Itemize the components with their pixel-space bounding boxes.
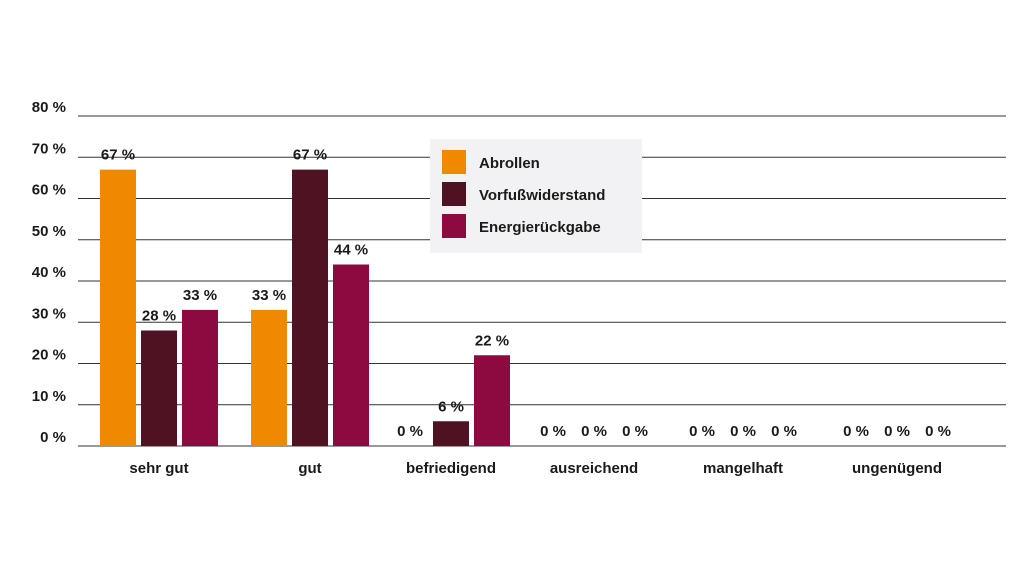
category-labels: sehr gut gut befriedigend ausreichend mangel…: [129, 460, 942, 477]
legend: Abrollen Vorfußwiderstand Energierückgabe: [430, 139, 642, 253]
data-label: 0 %: [689, 423, 715, 440]
y-tick-label: 40 %: [32, 264, 66, 281]
data-label: 0 %: [622, 423, 648, 440]
data-label: 0 %: [843, 423, 869, 440]
bar: [333, 264, 369, 446]
data-label: 0 %: [771, 423, 797, 440]
y-tick-label: 70 %: [32, 140, 66, 157]
x-tick-label: ungenügend: [852, 460, 942, 477]
bar: [141, 330, 177, 446]
y-tick-label: 60 %: [32, 182, 66, 199]
y-tick-label: 10 %: [32, 388, 66, 405]
x-tick-label: ausreichend: [550, 460, 638, 477]
legend-entry: Energierückgabe: [479, 219, 601, 236]
data-label: 0 %: [925, 423, 951, 440]
y-tick-label: 30 %: [32, 305, 66, 322]
data-label: 22 %: [475, 332, 509, 349]
y-tick-label: 20 %: [32, 347, 66, 364]
data-label: 67 %: [101, 147, 135, 164]
data-label: 33 %: [183, 287, 217, 304]
data-label: 0 %: [730, 423, 756, 440]
bar: [182, 309, 218, 446]
x-tick-label: sehr gut: [129, 460, 188, 477]
legend-swatch: [442, 150, 466, 174]
y-tick-label: 80 %: [32, 99, 66, 116]
data-label: 0 %: [540, 423, 566, 440]
bar: [100, 169, 136, 446]
bar: [251, 309, 287, 446]
x-tick-label: befriedigend: [406, 460, 496, 477]
y-axis-ticks: 0 % 10 % 20 % 30 % 40 % 50 % 60 % 70 % 80 %: [32, 99, 66, 446]
data-label: 44 %: [334, 242, 368, 259]
data-label: 67 %: [293, 147, 327, 164]
bars: [100, 169, 510, 446]
x-tick-label: gut: [298, 460, 321, 477]
legend-entry: Vorfußwiderstand: [479, 187, 605, 204]
bar: [433, 421, 469, 446]
y-tick-label: 0 %: [40, 429, 66, 446]
legend-swatch: [442, 182, 466, 206]
data-label: 0 %: [581, 423, 607, 440]
x-tick-label: mangelhaft: [703, 460, 783, 477]
data-label: 33 %: [252, 287, 286, 304]
data-label: 6 %: [438, 398, 464, 415]
data-label: 28 %: [142, 308, 176, 325]
legend-swatch: [442, 214, 466, 238]
bar: [292, 169, 328, 446]
bar: [474, 355, 510, 446]
legend-entry: Abrollen: [479, 155, 540, 172]
data-label: 0 %: [884, 423, 910, 440]
data-labels: 67 % 28 % 33 % 33 % 67 % 44 % 0 % 6 % 22 % 0 % 0 %…: [101, 147, 951, 440]
y-tick-label: 50 %: [32, 223, 66, 240]
data-label: 0 %: [397, 423, 423, 440]
